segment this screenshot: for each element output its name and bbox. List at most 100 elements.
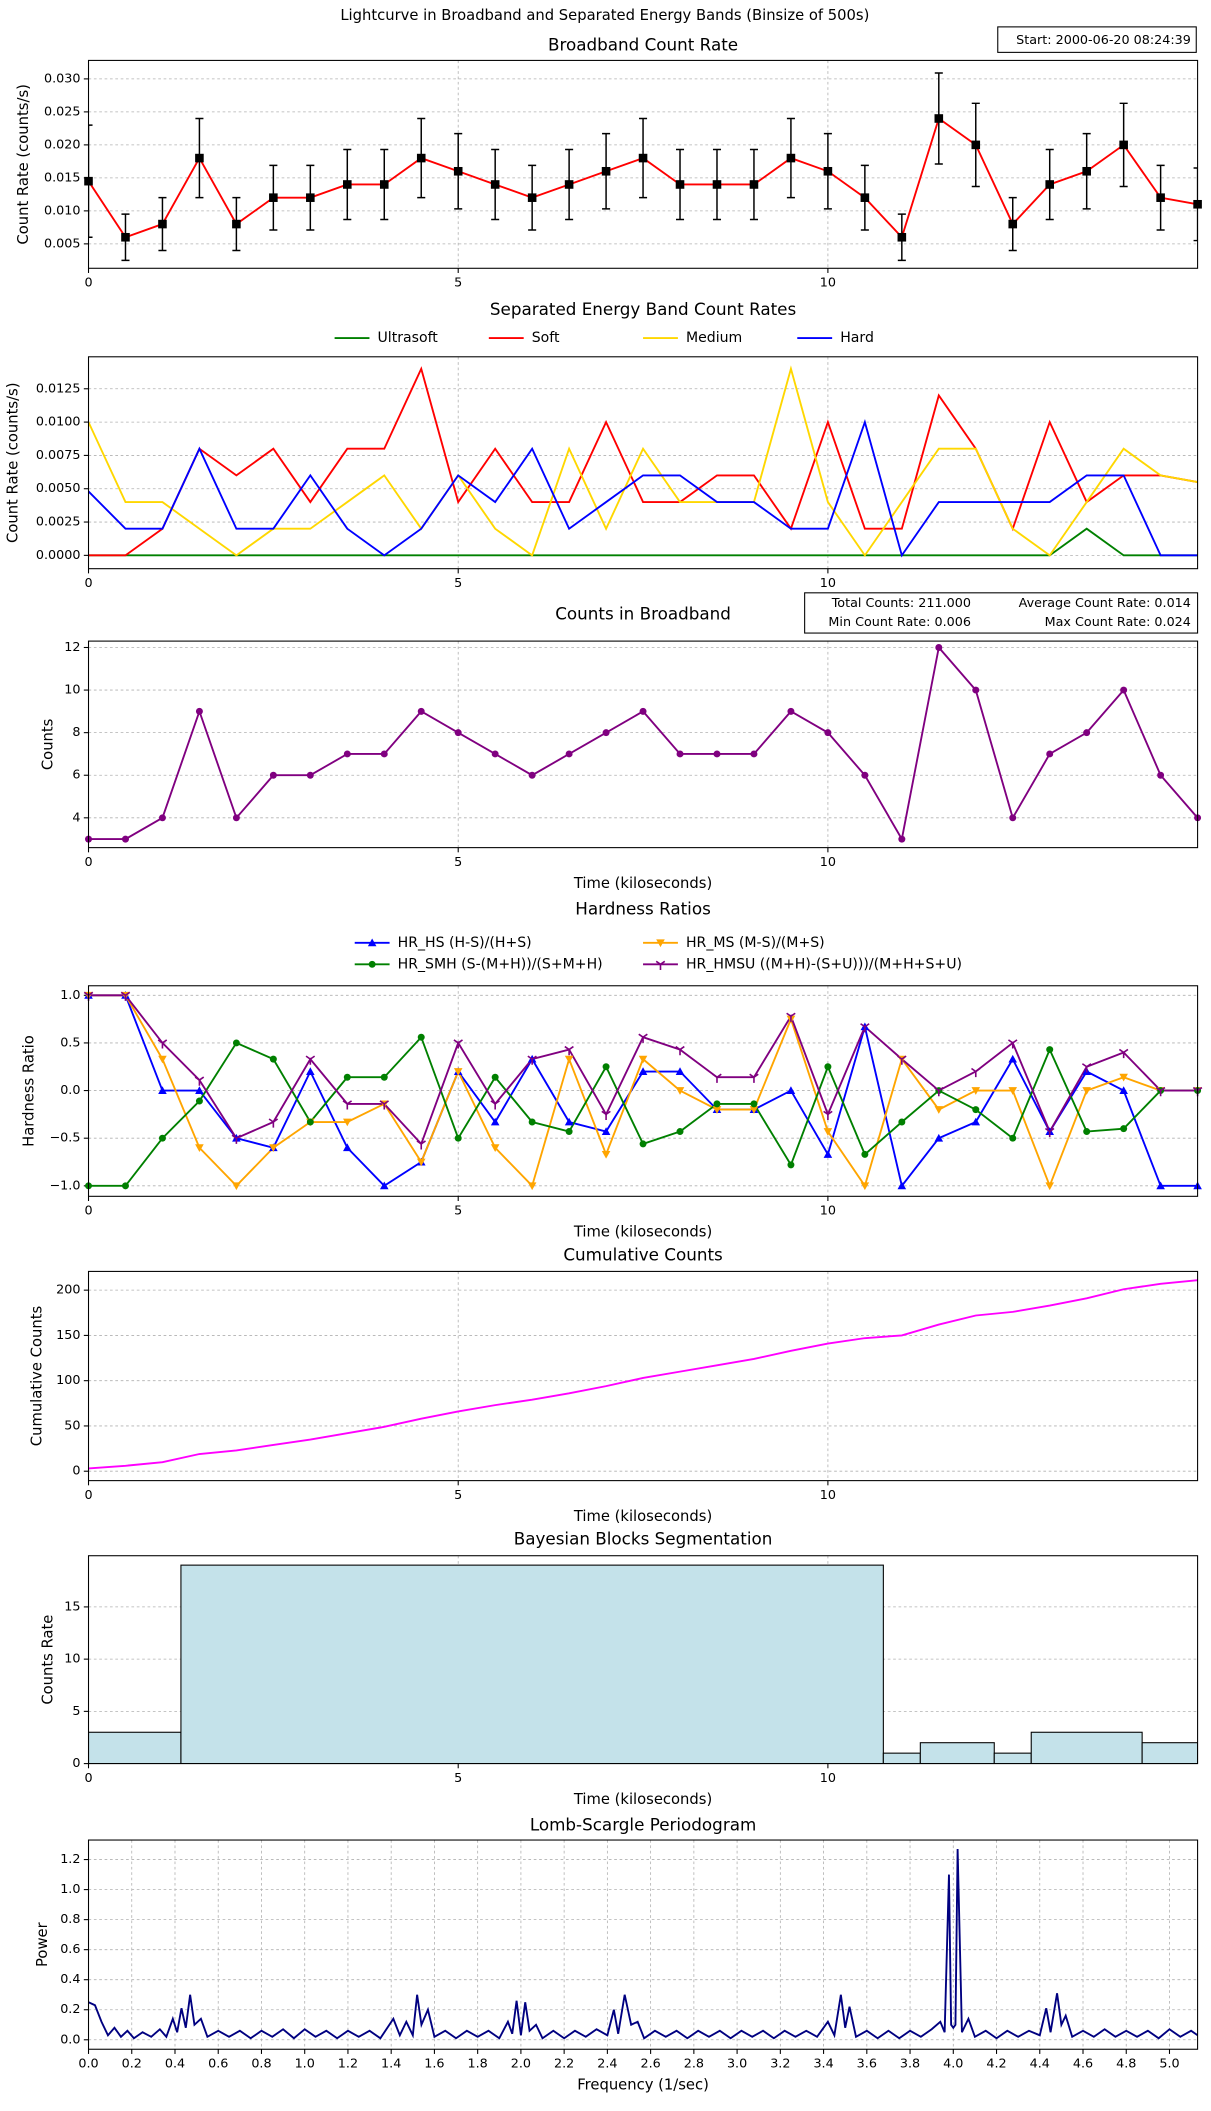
axes-frame	[87, 1270, 1199, 1482]
data-point	[1083, 1128, 1091, 1136]
x-tick-label: 5	[454, 855, 462, 870]
axes-frame	[87, 1839, 1199, 2050]
y-axis-label: Counts Rate	[39, 1615, 56, 1705]
data-point	[380, 750, 388, 758]
data-point	[1045, 180, 1055, 189]
data-point	[824, 729, 832, 737]
y-tick-label: 0.0	[60, 2032, 80, 2047]
y-tick-label: 0.010	[44, 203, 80, 218]
data-point	[454, 729, 462, 737]
data-point	[749, 1106, 759, 1114]
data-point	[823, 1150, 833, 1158]
data-point	[860, 1023, 870, 1033]
data-point	[565, 1128, 573, 1136]
y-axis-label: Power	[34, 1921, 51, 1967]
data-point	[972, 686, 980, 694]
data-point	[638, 1055, 648, 1064]
error-bar	[1193, 167, 1198, 242]
data-point	[934, 1106, 944, 1114]
axes-frame	[87, 640, 1199, 849]
chart-title: Separated Energy Band Count Rates	[490, 299, 796, 319]
y-tick-label: 0.0125	[36, 381, 81, 396]
data-point	[1119, 1073, 1128, 1082]
bar	[180, 1564, 884, 1764]
x-tick-label: 4.8	[1116, 2056, 1136, 2071]
stats-annotation: Max Count Rate: 0.024	[1045, 615, 1191, 630]
data-point	[158, 1086, 167, 1094]
stats-annotation: Average Count Rate: 0.014	[1019, 596, 1191, 611]
data-point	[417, 1033, 425, 1041]
data-point	[602, 1063, 610, 1071]
data-point	[306, 1067, 315, 1075]
y-axis-label: Cumulative Counts	[29, 1306, 46, 1446]
data-point	[934, 1133, 944, 1142]
legend-label: Medium	[686, 330, 742, 346]
axes-frame	[87, 59, 1199, 269]
data-point	[195, 1086, 204, 1094]
x-tick-label: 1.2	[338, 2056, 358, 2071]
y-tick-label: 0.0100	[36, 415, 81, 430]
data-point	[342, 1100, 353, 1110]
chart-title: Cumulative Counts	[563, 1244, 722, 1264]
x-tick-label: 0.0	[78, 2056, 98, 2071]
data-point	[158, 219, 167, 229]
data-point	[898, 1118, 906, 1126]
chart-title: Lomb-Scargle Periodogram	[530, 1814, 756, 1834]
data-point	[897, 1055, 907, 1065]
data-point	[158, 1134, 166, 1142]
data-point	[676, 750, 684, 758]
x-tick-label: 4.4	[1030, 2056, 1050, 2071]
bar	[1030, 1731, 1143, 1764]
data-point	[490, 1117, 500, 1126]
stats-annotation: Min Count Rate: 0.006	[828, 615, 971, 630]
data-point	[675, 1045, 685, 1056]
y-axis-label: Counts	[39, 719, 56, 771]
data-point	[1083, 729, 1091, 737]
data-point	[157, 1039, 168, 1049]
axes-frame	[87, 1555, 1199, 1765]
data-point	[786, 153, 796, 163]
y-tick-label: 0.8	[60, 1912, 80, 1927]
x-tick-label: 5	[454, 1771, 462, 1786]
x-tick-label: 0	[84, 1204, 92, 1219]
legend-marker	[655, 960, 666, 970]
data-point	[749, 1073, 759, 1083]
data-point	[1045, 1182, 1055, 1191]
legend-marker	[656, 939, 665, 948]
data-point	[824, 1063, 832, 1071]
data-point	[601, 1110, 611, 1121]
data-point	[120, 991, 131, 1001]
data-point	[491, 1073, 499, 1081]
x-tick-label: 10	[820, 855, 836, 870]
data-point	[343, 1118, 352, 1127]
data-point	[601, 1127, 611, 1135]
data-point	[1082, 1087, 1091, 1095]
bar	[919, 1742, 995, 1764]
data-point	[1120, 686, 1128, 694]
x-tick-label: 5	[454, 276, 462, 291]
y-tick-label: 12	[64, 640, 80, 655]
data-point	[379, 1100, 390, 1110]
data-point	[306, 771, 314, 779]
data-point	[1009, 814, 1017, 822]
x-tick-label: 10	[820, 1204, 836, 1219]
data-point	[1008, 1087, 1018, 1095]
error-bar	[88, 124, 93, 239]
data-point	[417, 707, 425, 715]
data-point	[194, 1076, 205, 1086]
y-tick-label: 0	[72, 1756, 80, 1771]
data-point	[860, 193, 870, 202]
data-point	[269, 193, 278, 202]
plot-layer	[88, 365, 1198, 558]
data-point	[564, 180, 574, 189]
data-line	[88, 527, 1198, 557]
data-point	[1044, 1127, 1055, 1138]
x-tick-label: 5.0	[1159, 2056, 1179, 2071]
data-point	[1082, 166, 1091, 176]
data-point	[898, 835, 906, 843]
plot-area	[88, 1840, 1198, 2050]
data-point	[749, 180, 759, 189]
x-tick-label: 1.0	[295, 2056, 315, 2071]
data-point	[269, 1144, 278, 1153]
